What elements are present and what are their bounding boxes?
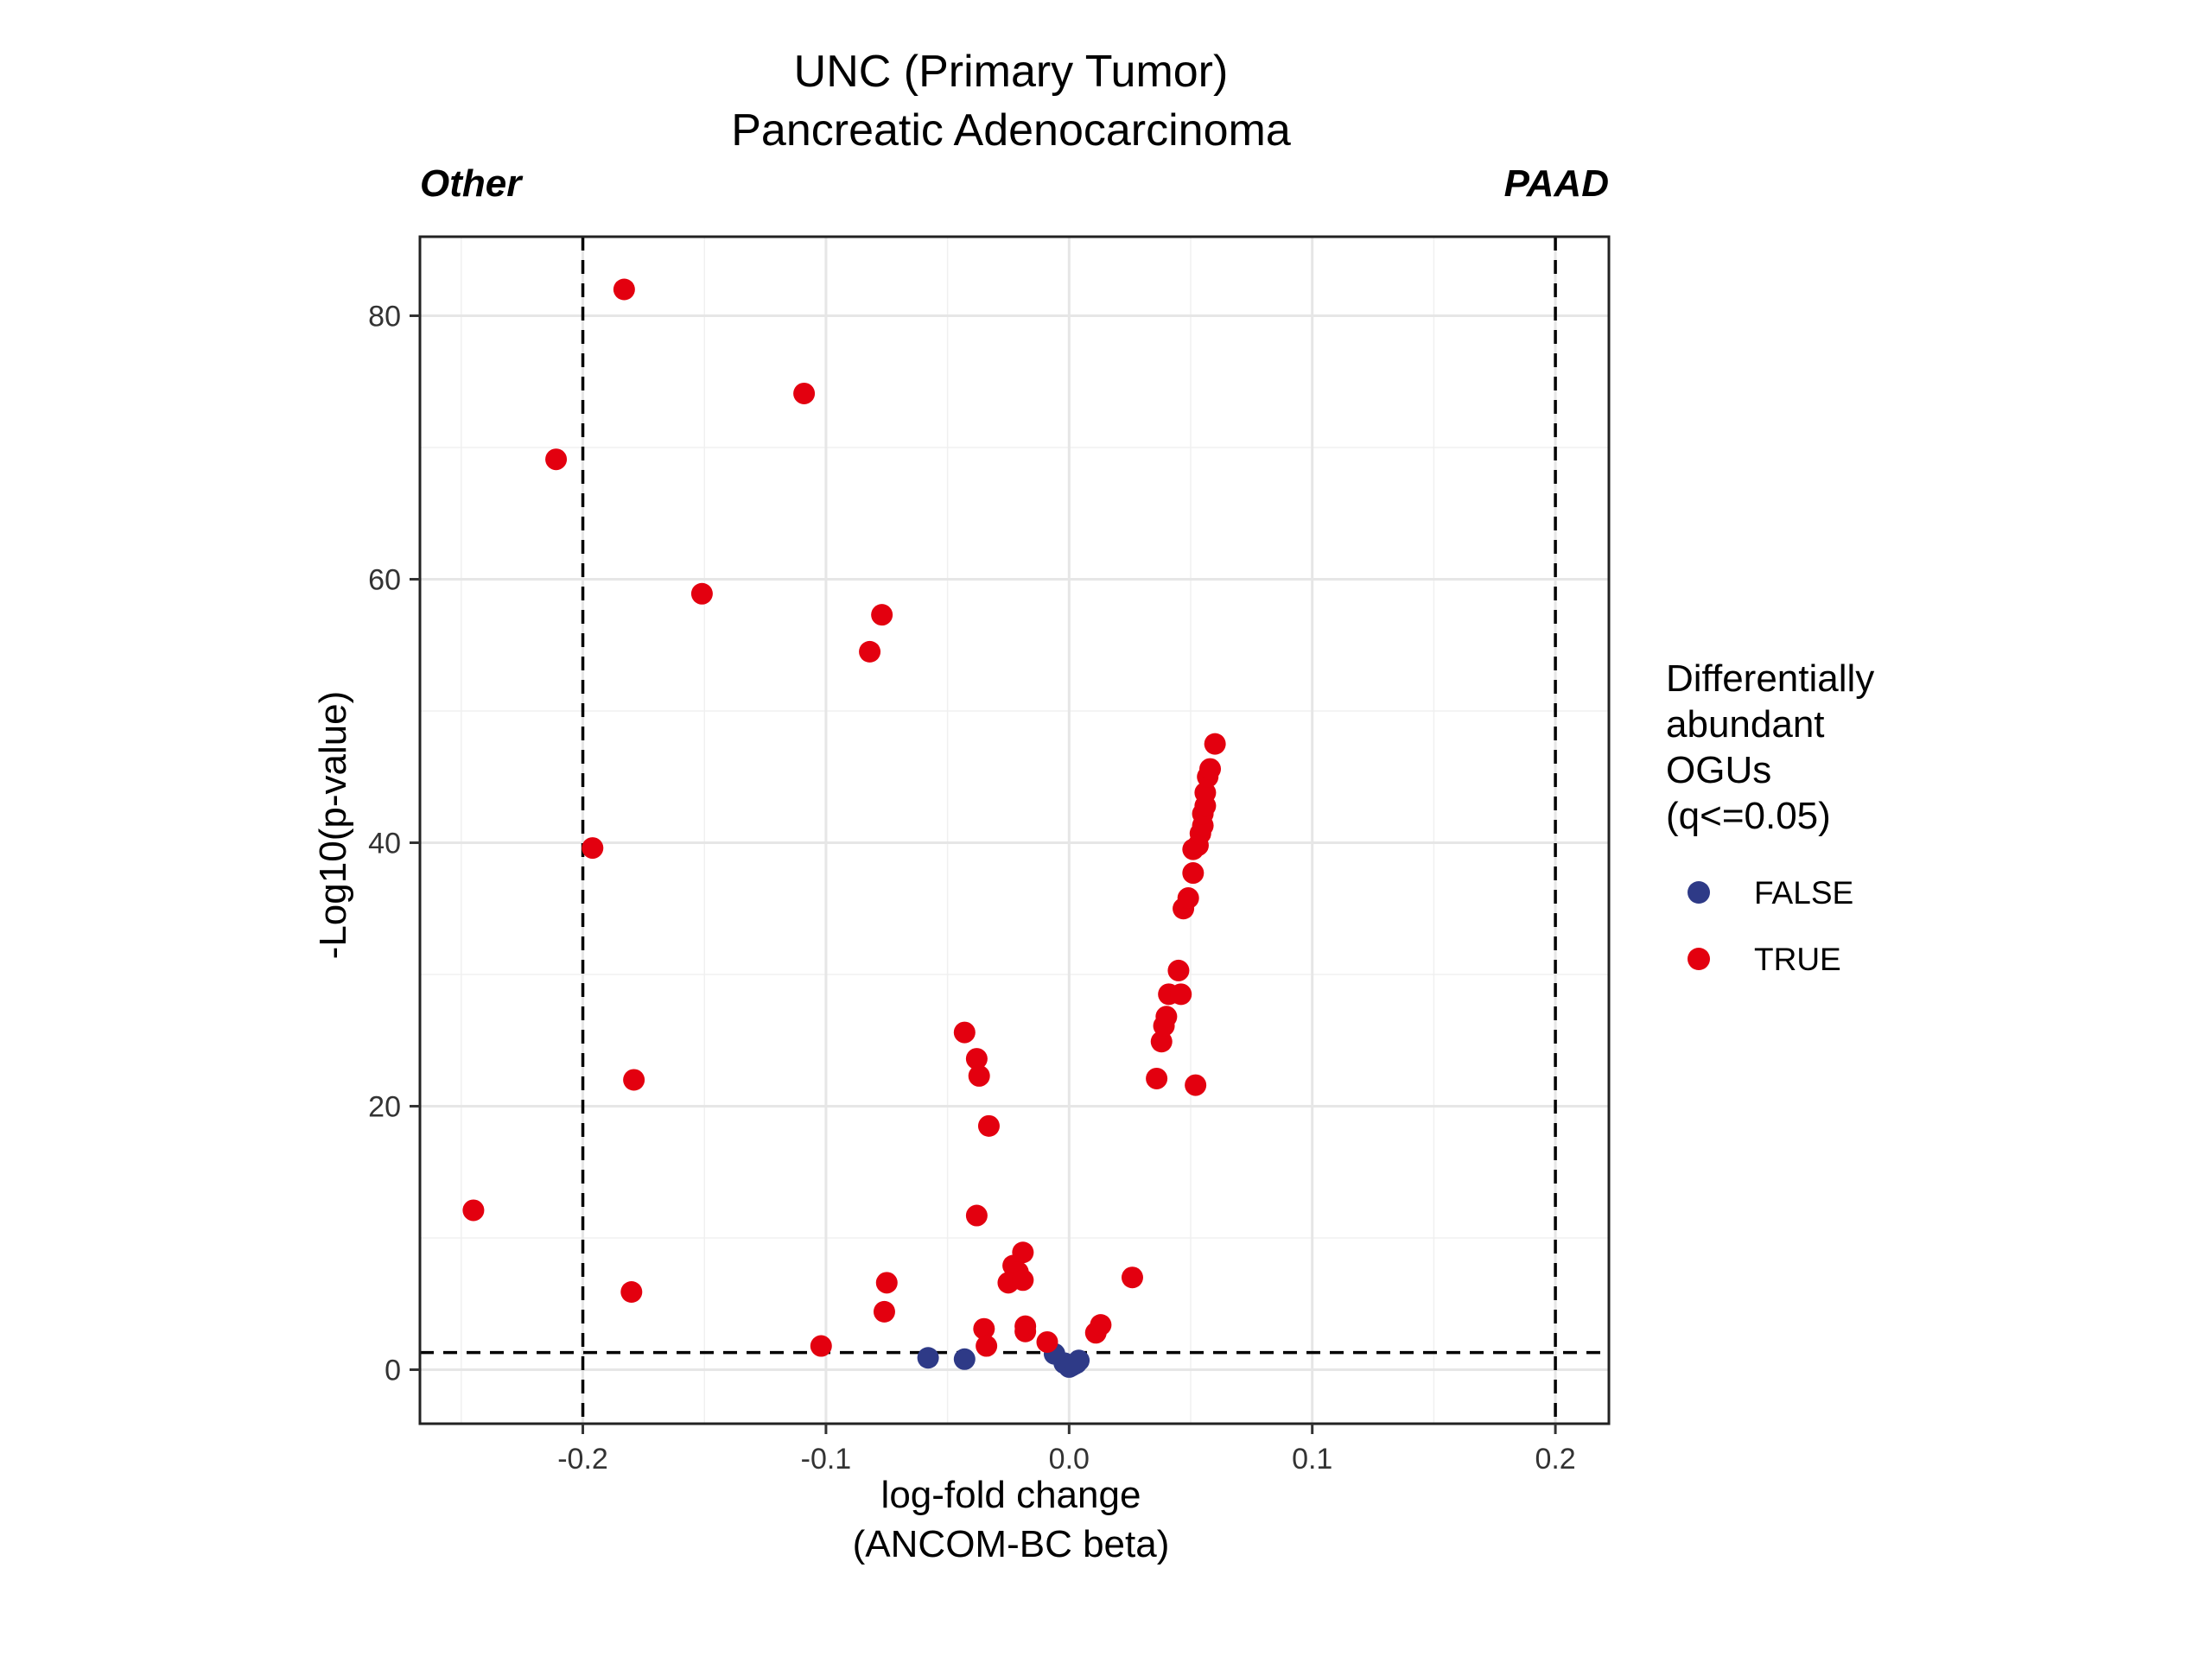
chart-title: UNC (Primary Tumor) Pancreatic Adenocarc… <box>731 47 1291 156</box>
chart-title-line-1: UNC (Primary Tumor) <box>794 47 1229 97</box>
left-group-label: Other <box>420 162 524 205</box>
data-point-true <box>1012 1269 1034 1292</box>
legend-title-line-4: (q<=0.05) <box>1666 795 1831 837</box>
data-point-true <box>793 382 816 404</box>
legend: Differentially abundant OGUs (q<=0.05) F… <box>1666 657 1874 977</box>
reference-lines <box>420 237 1609 1424</box>
grid-lines <box>420 237 1609 1424</box>
data-point-true <box>965 1048 988 1070</box>
y-tick-label: 60 <box>368 563 401 596</box>
data-point-true <box>968 1064 990 1087</box>
data-point-true <box>613 278 635 301</box>
data-point-true <box>582 837 604 860</box>
data-point-true <box>690 582 713 605</box>
data-point-true <box>1199 758 1222 780</box>
data-point-true <box>1090 1314 1112 1336</box>
data-point-false <box>1068 1349 1090 1372</box>
x-tick-label: 0.0 <box>1049 1443 1090 1476</box>
data-point-true <box>953 1021 976 1044</box>
y-axis-title: -Log10(p-value) <box>312 691 354 960</box>
data-point-true <box>1170 983 1192 1006</box>
data-point-false <box>917 1347 939 1369</box>
data-point-true <box>545 448 568 471</box>
x-tick-label: -0.1 <box>801 1443 852 1476</box>
data-point-true <box>1121 1266 1143 1289</box>
legend-label-true: TRUE <box>1754 942 1841 977</box>
y-tick-label: 20 <box>368 1090 401 1123</box>
data-point-true <box>875 1272 898 1294</box>
data-point-true <box>1177 887 1199 910</box>
data-point-true <box>620 1281 643 1304</box>
right-group-label: PAAD <box>1504 162 1609 205</box>
data-point-true <box>973 1317 995 1340</box>
legend-label-false: FALSE <box>1754 875 1853 911</box>
legend-title-line-1: Differentially <box>1666 657 1874 700</box>
y-tick-label: 40 <box>368 827 401 860</box>
data-point-true <box>1182 862 1205 885</box>
data-point-true <box>1194 782 1217 804</box>
chart-title-line-2: Pancreatic Adenocarcinoma <box>731 105 1291 156</box>
data-point-true <box>871 604 893 626</box>
legend-key-true <box>1688 948 1710 970</box>
data-point-true <box>810 1335 832 1357</box>
data-points <box>462 278 1226 1378</box>
plot-panel-border <box>418 235 1611 1425</box>
x-tick-label: 0.2 <box>1535 1443 1575 1476</box>
data-point-true <box>1204 733 1226 755</box>
legend-title-line-2: abundant <box>1666 703 1825 746</box>
data-point-true <box>1014 1320 1037 1342</box>
data-point-true <box>1150 1031 1173 1053</box>
y-tick-label: 0 <box>385 1354 401 1387</box>
data-point-true <box>859 640 881 663</box>
x-tick-label: -0.2 <box>557 1443 608 1476</box>
x-axis-title: log-fold change (ANCOM-BC beta) <box>853 1474 1170 1565</box>
legend-key-false <box>1688 881 1710 904</box>
x-tick-label: 0.1 <box>1292 1443 1332 1476</box>
data-point-true <box>976 1335 998 1357</box>
data-point-true <box>1146 1067 1168 1089</box>
data-point-true <box>965 1204 988 1227</box>
data-point-true <box>1036 1330 1058 1353</box>
x-axis-ticks: -0.2 -0.1 0.0 0.1 0.2 <box>557 1424 1576 1476</box>
x-axis-title-line-1: log-fold change <box>881 1474 1141 1516</box>
y-tick-label: 80 <box>368 300 401 333</box>
data-point-true <box>977 1114 1000 1137</box>
data-point-true <box>1155 1006 1178 1028</box>
data-point-true <box>1185 1074 1207 1096</box>
data-point-true <box>873 1300 895 1323</box>
data-point-true <box>462 1199 485 1222</box>
x-axis-title-line-2: (ANCOM-BC beta) <box>853 1523 1170 1565</box>
data-point-false <box>953 1348 976 1370</box>
data-point-true <box>623 1069 645 1091</box>
data-point-true <box>1167 959 1190 981</box>
legend-title-line-3: OGUs <box>1666 749 1771 791</box>
y-axis-ticks: 0 20 40 60 80 <box>368 300 420 1387</box>
